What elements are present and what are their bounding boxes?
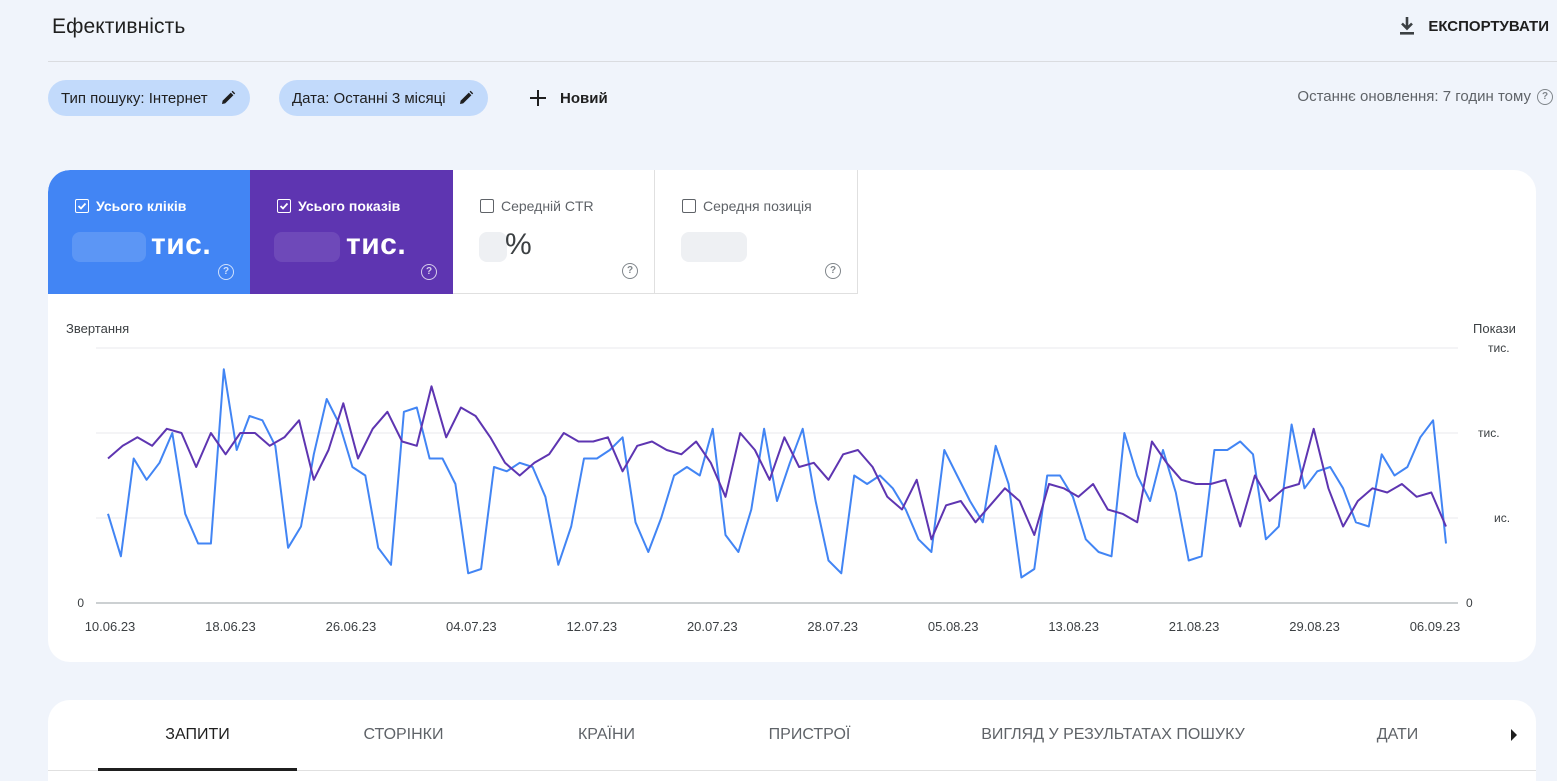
page-title: Ефективність xyxy=(52,15,186,38)
last-update-text: Останнє оновлення: 7 годин тому xyxy=(1297,88,1531,105)
pencil-icon xyxy=(459,90,473,104)
last-update-status: Останнє оновлення: 7 годин тому ? xyxy=(1297,88,1553,105)
export-label: ЕКСПОРТУВАТИ xyxy=(1428,17,1549,35)
metric-average-position[interactable]: Середня позиція ? xyxy=(655,170,858,294)
help-icon[interactable]: ? xyxy=(1537,88,1553,105)
performance-card: Усього кліків тис. ? Усього показів тис.… xyxy=(48,170,1536,662)
x-tick-label: 21.08.23 xyxy=(1169,619,1220,634)
checkbox-unchecked-icon[interactable] xyxy=(682,199,696,213)
help-icon[interactable]: ? xyxy=(825,263,841,279)
metric-total-clicks-value: тис. xyxy=(151,228,212,261)
metric-average-ctr[interactable]: Середній CTR % ? xyxy=(453,170,655,294)
header-divider xyxy=(48,61,1557,62)
checkbox-checked-icon[interactable] xyxy=(75,199,89,213)
metric-total-clicks-label: Усього кліків xyxy=(96,198,187,214)
x-tick-label: 20.07.23 xyxy=(687,619,738,634)
x-tick-label: 28.07.23 xyxy=(807,619,858,634)
checkbox-unchecked-icon[interactable] xyxy=(480,199,494,213)
x-tick-label: 29.08.23 xyxy=(1289,619,1340,634)
metric-total-clicks[interactable]: Усього кліків тис. ? xyxy=(48,170,250,294)
metric-total-impressions-label: Усього показів xyxy=(298,198,401,214)
active-tab-indicator xyxy=(98,768,297,771)
report-tabs: ЗАПИТИ СТОРІНКИ КРАЇНИ ПРИСТРОЇ ВИГЛЯД У… xyxy=(48,700,1536,781)
new-filter-label: Новий xyxy=(560,89,608,107)
tab-countries[interactable]: КРАЇНИ xyxy=(577,726,636,743)
new-filter-button[interactable]: Новий xyxy=(528,84,608,112)
left-tick-label: 0 xyxy=(77,596,84,610)
x-tick-label: 13.08.23 xyxy=(1048,619,1099,634)
right-axis-title: Покази xyxy=(1473,321,1516,336)
x-tick-label: 10.06.23 xyxy=(85,619,136,634)
x-tick-label: 18.06.23 xyxy=(205,619,256,634)
right-tick-label: ис. xyxy=(1494,511,1510,525)
scroll-right-arrow-icon[interactable] xyxy=(1510,728,1518,746)
pencil-icon xyxy=(221,90,235,104)
tab-pages[interactable]: СТОРІНКИ xyxy=(363,726,444,743)
clicks-series-line xyxy=(107,368,1447,579)
metric-average-ctr-label: Середній CTR xyxy=(501,198,594,214)
x-tick-label: 26.06.23 xyxy=(326,619,377,634)
right-tick-label: 0 xyxy=(1466,596,1473,610)
tab-search-appearance[interactable]: ВИГЛЯД У РЕЗУЛЬТАТАХ ПОШУКУ xyxy=(981,726,1245,743)
date-filter-chip[interactable]: Дата: Останні 3 місяці xyxy=(279,80,488,116)
redacted-value xyxy=(274,232,340,262)
performance-chart: Звертання Покази тис. 0 тис. ис. 0 10.06.23 18.0… xyxy=(48,294,1536,662)
checkbox-checked-icon[interactable] xyxy=(277,199,291,213)
impressions-series-line xyxy=(107,385,1447,541)
metric-average-position-header: Середня позиція xyxy=(682,198,812,214)
right-axis-unit: тис. xyxy=(1488,341,1510,355)
redacted-value xyxy=(681,232,747,262)
metric-average-position-label: Середня позиція xyxy=(703,198,812,214)
x-tick-label: 06.09.23 xyxy=(1410,619,1461,634)
tab-devices[interactable]: ПРИСТРОЇ xyxy=(768,726,851,743)
left-axis-title: Звертання xyxy=(66,321,129,336)
x-tick-label: 04.07.23 xyxy=(446,619,497,634)
tab-dates[interactable]: ДАТИ xyxy=(1376,726,1419,743)
tab-queries[interactable]: ЗАПИТИ xyxy=(165,726,230,743)
date-filter-label: Дата: Останні 3 місяці xyxy=(292,89,446,107)
search-type-filter-label: Тип пошуку: Інтернет xyxy=(61,89,208,107)
export-button[interactable]: ЕКСПОРТУВАТИ xyxy=(1398,12,1549,40)
metric-total-impressions-value: тис. xyxy=(346,228,407,261)
tabs-divider xyxy=(48,770,1536,771)
metric-total-clicks-header: Усього кліків xyxy=(75,198,186,214)
help-icon[interactable]: ? xyxy=(622,263,638,279)
metric-total-impressions[interactable]: Усього показів тис. ? xyxy=(250,170,453,294)
page-header: Ефективність ЕКСПОРТУВАТИ xyxy=(0,0,1557,62)
metric-average-ctr-header: Середній CTR xyxy=(480,198,594,214)
help-icon[interactable]: ? xyxy=(421,264,437,280)
metric-average-ctr-value: % xyxy=(505,228,533,261)
redacted-value xyxy=(72,232,146,262)
right-tick-label: тис. xyxy=(1478,426,1500,440)
help-icon[interactable]: ? xyxy=(218,264,234,280)
x-tick-label: 05.08.23 xyxy=(928,619,979,634)
download-icon xyxy=(1400,17,1415,35)
plus-icon xyxy=(530,90,546,106)
x-tick-label: 12.07.23 xyxy=(567,619,618,634)
metric-total-impressions-header: Усього показів xyxy=(277,198,400,214)
redacted-value xyxy=(479,232,507,262)
search-type-filter-chip[interactable]: Тип пошуку: Інтернет xyxy=(48,80,250,116)
